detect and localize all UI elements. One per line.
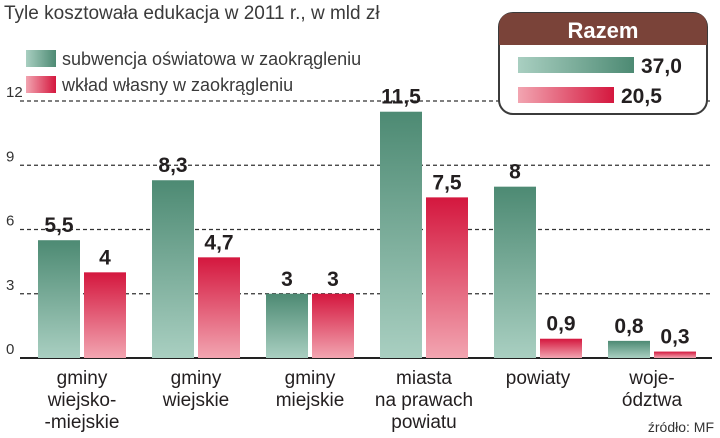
category-label-line: wiejskie bbox=[162, 390, 230, 411]
category-label: gminy wiejskie bbox=[162, 368, 230, 411]
category-label-line: ództwa bbox=[622, 390, 683, 411]
totals-box: Razem 37,0 20,5 bbox=[498, 12, 708, 115]
data-label: 4,7 bbox=[204, 231, 233, 254]
category-label-line: woje- bbox=[628, 368, 674, 389]
chart-title: Tyle kosztowała edukacja w 2011 r., w ml… bbox=[4, 3, 380, 24]
data-label: 4 bbox=[99, 246, 111, 269]
legend-label-wklad: wkład własny w zaokrągleniu bbox=[61, 75, 293, 95]
legend: subwencja oświatowa w zaokrągleniu wkład… bbox=[26, 49, 361, 95]
category-label: miasta na prawach powiatu bbox=[375, 368, 473, 433]
data-label: 8,3 bbox=[158, 154, 187, 177]
totals-bar-green bbox=[518, 57, 634, 73]
category-label-line: gminy bbox=[171, 368, 222, 389]
bar-subwencja bbox=[38, 240, 80, 358]
category-label-line: gminy bbox=[57, 368, 108, 389]
data-label: 11,5 bbox=[381, 86, 421, 109]
bar-wklad bbox=[426, 197, 468, 358]
totals-value-red: 20,5 bbox=[621, 85, 662, 108]
grid-lines bbox=[20, 100, 712, 359]
category-label-line: powiaty bbox=[506, 368, 571, 389]
category-label: powiaty bbox=[506, 368, 571, 389]
category-label-line: gminy bbox=[285, 368, 336, 389]
bar-subwencja bbox=[494, 186, 536, 358]
category-label-line: -miejskie bbox=[45, 412, 120, 433]
category-label: gminy wiejsko--miejskie bbox=[45, 368, 120, 433]
bar-wklad bbox=[540, 338, 582, 358]
data-label: 0,8 bbox=[614, 315, 644, 338]
data-labels: 5,5 4 8,3 4,7 3 3 11,5 7,5 8 0,9 0,8 0,3 bbox=[44, 86, 689, 349]
data-label: 3 bbox=[281, 268, 293, 291]
data-label: 5,5 bbox=[44, 214, 74, 237]
bar-subwencja bbox=[608, 340, 650, 358]
y-tick-label: 3 bbox=[6, 277, 14, 294]
y-axis-ticks: 0 3 6 9 12 bbox=[6, 84, 23, 358]
bar-wklad bbox=[654, 351, 696, 358]
category-label: woje-ództwa bbox=[622, 368, 683, 411]
category-label: gminy miejskie bbox=[276, 368, 345, 411]
data-label: 0,9 bbox=[546, 313, 575, 336]
totals-title: Razem bbox=[568, 18, 639, 43]
category-label-line: miejskie bbox=[276, 390, 345, 411]
category-label-line: powiatu bbox=[391, 412, 457, 433]
bar-wklad bbox=[198, 257, 240, 358]
bar-subwencja bbox=[152, 180, 194, 358]
bar-wklad bbox=[312, 293, 354, 358]
legend-swatch-subwencja bbox=[26, 50, 56, 67]
legend-label-subwencja: subwencja oświatowa w zaokrągleniu bbox=[62, 49, 361, 69]
data-label: 8 bbox=[509, 161, 521, 184]
bar-subwencja bbox=[266, 293, 308, 358]
y-tick-label: 6 bbox=[6, 213, 14, 230]
legend-swatch-wklad bbox=[26, 76, 56, 93]
totals-box-header bbox=[499, 13, 707, 45]
source-note: źródło: MF bbox=[648, 419, 714, 435]
bar-subwencja bbox=[380, 111, 422, 358]
data-label: 7,5 bbox=[432, 171, 462, 194]
category-label-line: na prawach bbox=[375, 390, 473, 411]
y-tick-label: 0 bbox=[6, 341, 14, 358]
totals-value-green: 37,0 bbox=[641, 55, 682, 78]
bar-wklad bbox=[84, 272, 126, 358]
y-tick-label: 12 bbox=[6, 84, 23, 101]
category-label-line: wiejsko- bbox=[47, 390, 117, 411]
category-label-line: miasta bbox=[396, 368, 452, 389]
totals-bar-red bbox=[518, 87, 614, 103]
data-label: 3 bbox=[327, 268, 339, 291]
bars bbox=[38, 111, 696, 358]
y-tick-label: 9 bbox=[6, 148, 14, 165]
data-label: 0,3 bbox=[660, 326, 689, 349]
